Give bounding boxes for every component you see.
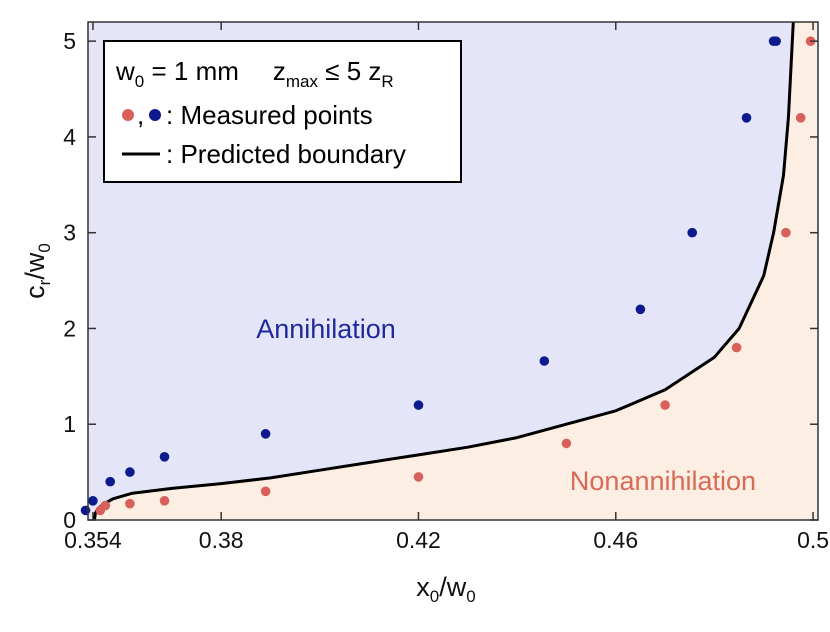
axis-ticks: 0.354 0.38 0.42 0.46 0.5 0 1 2 3 4 5 bbox=[63, 22, 829, 553]
blue-point bbox=[80, 505, 91, 516]
legend-points-sep: , bbox=[137, 100, 144, 130]
blue-point bbox=[771, 36, 781, 46]
blue-point bbox=[105, 476, 115, 487]
blue-point bbox=[88, 496, 98, 506]
blue-point bbox=[125, 467, 135, 477]
x-tick-label: 0.46 bbox=[593, 527, 638, 553]
legend-points-label: : Measured points bbox=[166, 100, 373, 130]
y-tick-label: 1 bbox=[63, 411, 76, 437]
red-point bbox=[795, 113, 806, 123]
legend-boundary-label: : Predicted boundary bbox=[166, 139, 406, 169]
legend-blue-dot bbox=[149, 109, 161, 121]
region-label-annihilation: Annihilation bbox=[256, 314, 396, 344]
predicted-boundary-line bbox=[92, 22, 795, 520]
x-tick-label: 0.42 bbox=[396, 527, 441, 553]
legend-params: w0 = 1 mm zmax ≤ 5 zR bbox=[115, 56, 394, 91]
legend: w0 = 1 mm zmax ≤ 5 zR , : Measured points… bbox=[103, 40, 462, 183]
red-point bbox=[731, 342, 742, 353]
red-point bbox=[561, 438, 572, 449]
blue-point bbox=[413, 400, 424, 410]
red-point bbox=[660, 400, 670, 410]
y-axis-label: cr/w0 bbox=[20, 243, 54, 299]
x-tick-label: 0.38 bbox=[199, 527, 244, 553]
x-tick-label: 0.354 bbox=[64, 527, 122, 553]
red-point bbox=[260, 486, 271, 497]
y-tick-label: 0 bbox=[63, 507, 76, 533]
legend-box bbox=[103, 40, 462, 183]
legend-red-dot bbox=[122, 109, 134, 121]
y-tick-label: 3 bbox=[63, 220, 76, 246]
measured-points-group bbox=[80, 36, 816, 516]
blue-point bbox=[260, 429, 271, 439]
y-tick-label: 2 bbox=[63, 315, 76, 341]
red-point bbox=[100, 500, 111, 511]
blue-point bbox=[635, 304, 646, 315]
red-point bbox=[125, 498, 135, 509]
y-tick-label: 4 bbox=[63, 124, 76, 150]
red-point bbox=[159, 496, 170, 506]
blue-point bbox=[159, 452, 170, 462]
red-point bbox=[413, 472, 424, 482]
y-tick-label: 5 bbox=[63, 28, 76, 54]
blue-point bbox=[741, 113, 752, 123]
blue-point bbox=[687, 227, 697, 238]
region-label-nonannihilation: Nonannihilation bbox=[570, 466, 756, 496]
predicted-boundary-group bbox=[92, 22, 795, 520]
red-point bbox=[781, 227, 791, 238]
plot-frame bbox=[87, 21, 819, 521]
x-axis-label: x0/w0 bbox=[416, 572, 475, 606]
blue-point bbox=[539, 356, 550, 366]
x-tick-label: 0.5 bbox=[797, 527, 829, 553]
